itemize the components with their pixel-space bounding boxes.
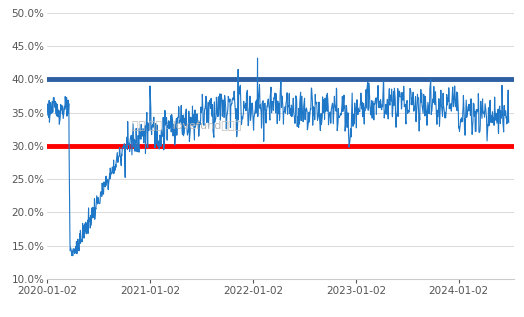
Text: 자료 분석 : lovefund이성수: 자료 분석 : lovefund이성수 [133,120,242,130]
